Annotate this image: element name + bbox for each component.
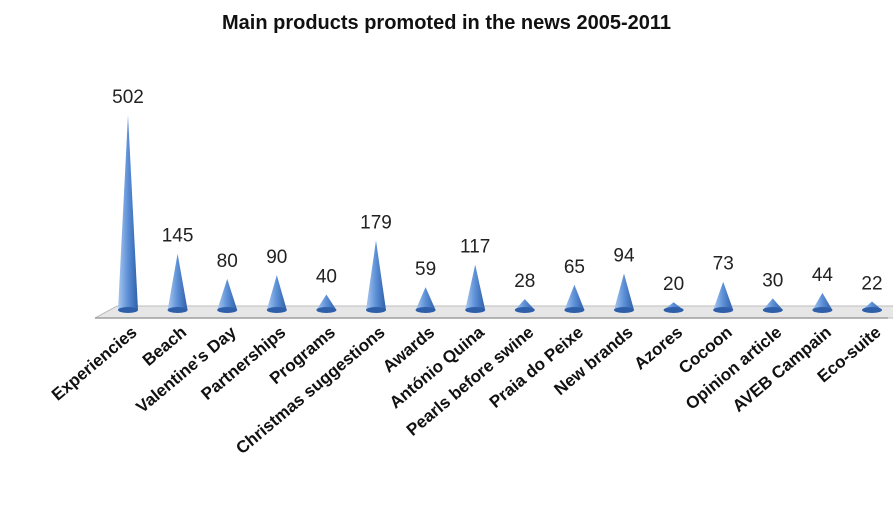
data-label: 145 [162,226,194,247]
data-label: 502 [112,87,144,108]
bar [266,275,287,313]
bar-spike [167,253,188,310]
data-label: 117 [460,237,490,258]
data-label: 44 [812,265,834,286]
data-label: 73 [713,254,734,275]
bar-spike [762,298,783,310]
bar-spike [514,299,535,310]
bar [564,284,585,313]
bar-base [614,307,634,313]
bar [217,278,238,313]
bar-spike [266,275,287,310]
bar-spike [118,115,138,310]
bar-base [713,307,734,313]
bar-spike [415,287,436,310]
data-label: 40 [316,267,337,288]
bar-base [266,307,287,313]
bar [366,240,386,313]
bar-base [366,307,386,313]
data-label: 80 [217,251,238,272]
bar [465,264,486,313]
bar [762,298,783,313]
bar-spike [316,294,337,310]
data-label: 59 [415,259,436,280]
data-label: 28 [514,271,535,292]
bar-spike [465,264,486,310]
data-label: 22 [861,274,882,295]
chart-title: Main products promoted in the news 2005-… [221,12,671,34]
bar [118,115,138,313]
data-label: 65 [564,257,585,278]
bar-base [167,307,188,313]
bar [167,253,188,313]
category-label: Experiencies [48,323,141,405]
bar-base [118,307,138,313]
bar-spike [812,292,833,310]
bar [812,292,833,313]
bar [862,301,882,313]
bar-base [812,307,833,313]
bar-base [514,307,535,313]
data-label: 94 [613,246,635,267]
bar-spike [366,240,386,310]
data-label: 179 [360,213,392,234]
bar [713,281,734,313]
bar-base [316,307,337,313]
bar [614,273,634,313]
bar-base [762,307,783,313]
bar [663,302,684,313]
bar-base [217,307,238,313]
bar [415,287,436,313]
data-label: 90 [266,247,287,268]
bar-base [564,307,585,313]
bar-base [415,307,436,313]
category-label: Partnerships [198,323,290,404]
bar [514,299,535,313]
bar-spike [564,284,585,310]
data-label: 30 [762,270,783,291]
bar-base [663,307,684,313]
bar-base [465,307,486,313]
bar-spike [217,278,238,310]
data-label: 20 [663,274,684,295]
bar-spike [713,281,734,310]
bar-spike [614,273,634,310]
bar-base [862,307,882,313]
bar [316,294,337,313]
